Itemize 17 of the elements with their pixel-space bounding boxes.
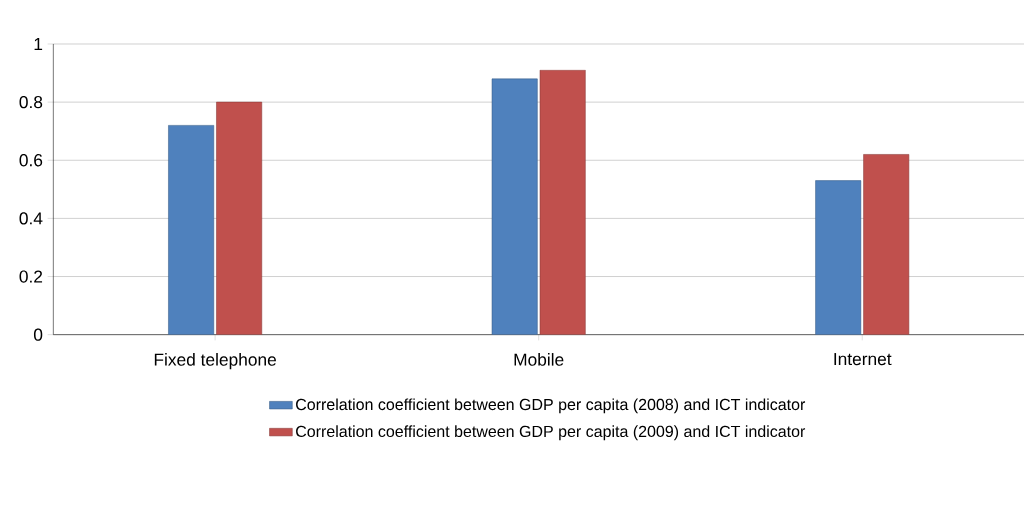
x-tick-label: Fixed telephone: [154, 353, 276, 370]
y-tick-label: 0.4: [19, 212, 43, 225]
bar: [491, 78, 538, 335]
y-tick-label: 0.6: [19, 154, 43, 167]
y-tick-label: 0.8: [19, 95, 43, 109]
y-tick-label: 0: [33, 328, 43, 341]
x-tick-label: Internet: [834, 353, 892, 366]
bar: [863, 154, 910, 335]
bar: [168, 125, 215, 335]
x-tick-label: Mobile: [514, 353, 564, 366]
bar: [815, 180, 862, 335]
y-tick-label: 1: [34, 38, 43, 50]
bar: [539, 69, 586, 335]
legend-label: Correlation coefficient between GDP per capita (2009) and ICT indicator: [296, 425, 806, 441]
y-tick-label: 0.2: [19, 270, 43, 283]
bar: [216, 101, 263, 335]
legend-label: Correlation coefficient between GDP per capita (2008) and ICT indicator: [296, 398, 806, 414]
